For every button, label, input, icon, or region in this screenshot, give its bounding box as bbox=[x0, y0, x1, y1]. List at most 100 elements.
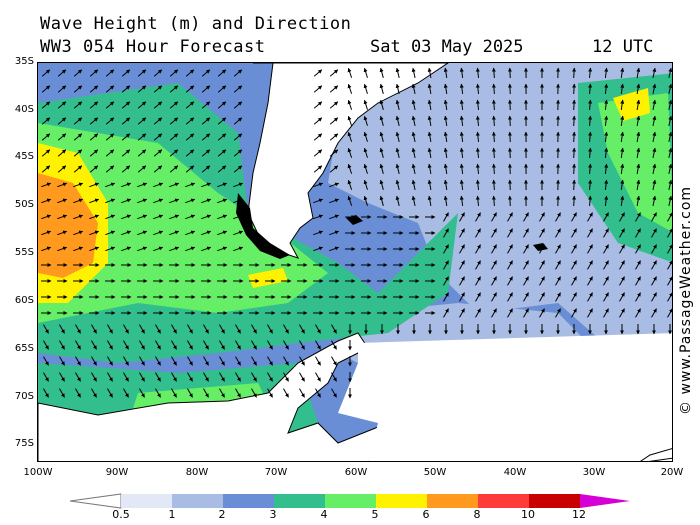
lat-label: 60S bbox=[14, 295, 34, 306]
lon-label: 30W bbox=[582, 467, 606, 478]
sea-ice bbox=[338, 333, 672, 461]
wave-direction-arrow bbox=[107, 372, 113, 382]
wave-direction-arrow bbox=[201, 165, 211, 173]
wave-direction-arrow bbox=[89, 149, 99, 157]
legend-swatch bbox=[121, 494, 172, 508]
wave-direction-arrow bbox=[588, 99, 593, 111]
wave-direction-arrow bbox=[91, 356, 97, 366]
wave-direction-arrow bbox=[329, 149, 339, 157]
wave-direction-arrow bbox=[572, 115, 577, 127]
wave-direction-arrow bbox=[379, 163, 384, 174]
wave-direction-arrow bbox=[185, 214, 196, 220]
wave-direction-arrow bbox=[73, 198, 84, 204]
wave-direction-arrow bbox=[331, 388, 337, 398]
chile-fjords bbox=[236, 193, 290, 259]
wave-direction-arrow bbox=[89, 246, 100, 252]
wave-direction-arrow bbox=[251, 388, 257, 398]
wave-direction-arrow bbox=[395, 163, 400, 174]
wave-direction-arrow bbox=[475, 147, 480, 159]
wave-direction-arrow bbox=[443, 115, 448, 127]
wave-direction-arrow bbox=[652, 67, 657, 78]
wave-direction-arrow bbox=[443, 147, 448, 159]
wave-direction-arrow bbox=[411, 179, 416, 190]
wave-direction-arrow bbox=[57, 85, 67, 93]
wave-direction-arrow bbox=[395, 115, 400, 126]
legend-swatch bbox=[223, 494, 274, 508]
wave-direction-arrow bbox=[635, 244, 641, 254]
wave-direction-arrow bbox=[329, 117, 339, 125]
wave-direction-arrow bbox=[137, 214, 148, 220]
wave-direction-arrow bbox=[491, 195, 496, 207]
wave-direction-arrow bbox=[43, 356, 49, 366]
wave-direction-arrow bbox=[121, 165, 131, 173]
wave-direction-arrow bbox=[635, 276, 641, 286]
wave-direction-arrow bbox=[539, 292, 545, 302]
wave-direction-arrow bbox=[395, 179, 400, 190]
wave-direction-arrow bbox=[668, 147, 672, 158]
wave-direction-arrow bbox=[411, 195, 416, 206]
wave-direction-arrow bbox=[588, 83, 593, 95]
wave-direction-arrow bbox=[107, 340, 113, 350]
wave-direction-arrow bbox=[59, 356, 65, 366]
wave-direction-arrow bbox=[652, 195, 657, 206]
wave-direction-arrow bbox=[155, 388, 161, 398]
wave-direction-arrow bbox=[41, 246, 52, 252]
wave-direction-arrow bbox=[169, 214, 180, 220]
wave-direction-arrow bbox=[571, 292, 577, 302]
wave-direction-arrow bbox=[171, 372, 177, 382]
wave-direction-arrow bbox=[587, 260, 593, 270]
wave-direction-arrow bbox=[267, 324, 273, 334]
wave-direction-arrow bbox=[251, 372, 257, 382]
wave-direction-arrow bbox=[588, 163, 593, 175]
wave-direction-arrow bbox=[667, 276, 672, 286]
wave-direction-arrow bbox=[315, 372, 321, 382]
wave-direction-arrow bbox=[313, 149, 323, 157]
wave-direction-arrow bbox=[233, 230, 244, 236]
wave-direction-arrow bbox=[588, 115, 593, 127]
wave-direction-arrow bbox=[283, 356, 289, 366]
wave-direction-arrow bbox=[41, 85, 51, 93]
wave-direction-arrow bbox=[475, 292, 481, 302]
wave-direction-arrow bbox=[153, 165, 163, 173]
wave-direction-arrow bbox=[137, 230, 148, 236]
wave-direction-arrow bbox=[121, 101, 131, 109]
wave-direction-arrow bbox=[363, 67, 368, 78]
wave-direction-arrow bbox=[588, 195, 593, 207]
wave-direction-arrow bbox=[139, 324, 145, 334]
wave-direction-arrow bbox=[299, 356, 305, 366]
wave-direction-arrow bbox=[411, 115, 416, 126]
wave-direction-arrow bbox=[121, 198, 132, 204]
wave-direction-arrow bbox=[123, 356, 129, 366]
wave-direction-arrow bbox=[459, 228, 465, 238]
wave-direction-arrow bbox=[105, 133, 115, 141]
wave-direction-arrow bbox=[153, 69, 163, 77]
wave-direction-arrow bbox=[201, 149, 211, 157]
wave-direction-arrow bbox=[619, 276, 625, 286]
wave-direction-arrow bbox=[105, 246, 116, 252]
wave-direction-arrow bbox=[43, 340, 49, 350]
wave-direction-arrow bbox=[604, 179, 609, 191]
lat-label: 55S bbox=[14, 247, 34, 258]
wave-direction-arrow bbox=[283, 340, 289, 350]
lat-label: 75S bbox=[14, 438, 34, 449]
lon-label: 40W bbox=[503, 467, 527, 478]
wave-direction-arrow bbox=[139, 356, 145, 366]
wave-direction-arrow bbox=[41, 198, 52, 204]
wave-direction-arrow bbox=[201, 85, 211, 93]
wave-direction-arrow bbox=[57, 117, 67, 125]
wave-direction-arrow bbox=[105, 230, 116, 236]
wave-direction-arrow bbox=[427, 67, 432, 79]
wave-direction-arrow bbox=[635, 228, 641, 238]
wave-direction-arrow bbox=[201, 101, 211, 109]
wave-direction-arrow bbox=[619, 308, 625, 318]
wave-direction-arrow bbox=[41, 69, 51, 77]
wave-direction-arrow bbox=[169, 230, 180, 236]
wave-direction-arrow bbox=[523, 244, 529, 254]
wave-direction-arrow bbox=[121, 117, 131, 125]
wave-direction-arrow bbox=[89, 101, 99, 109]
wave-direction-arrow bbox=[313, 101, 323, 109]
wave-direction-arrow bbox=[475, 244, 481, 254]
wave-direction-arrow bbox=[137, 165, 147, 173]
legend-cap-low bbox=[70, 493, 122, 509]
wave-direction-arrow bbox=[171, 340, 177, 350]
